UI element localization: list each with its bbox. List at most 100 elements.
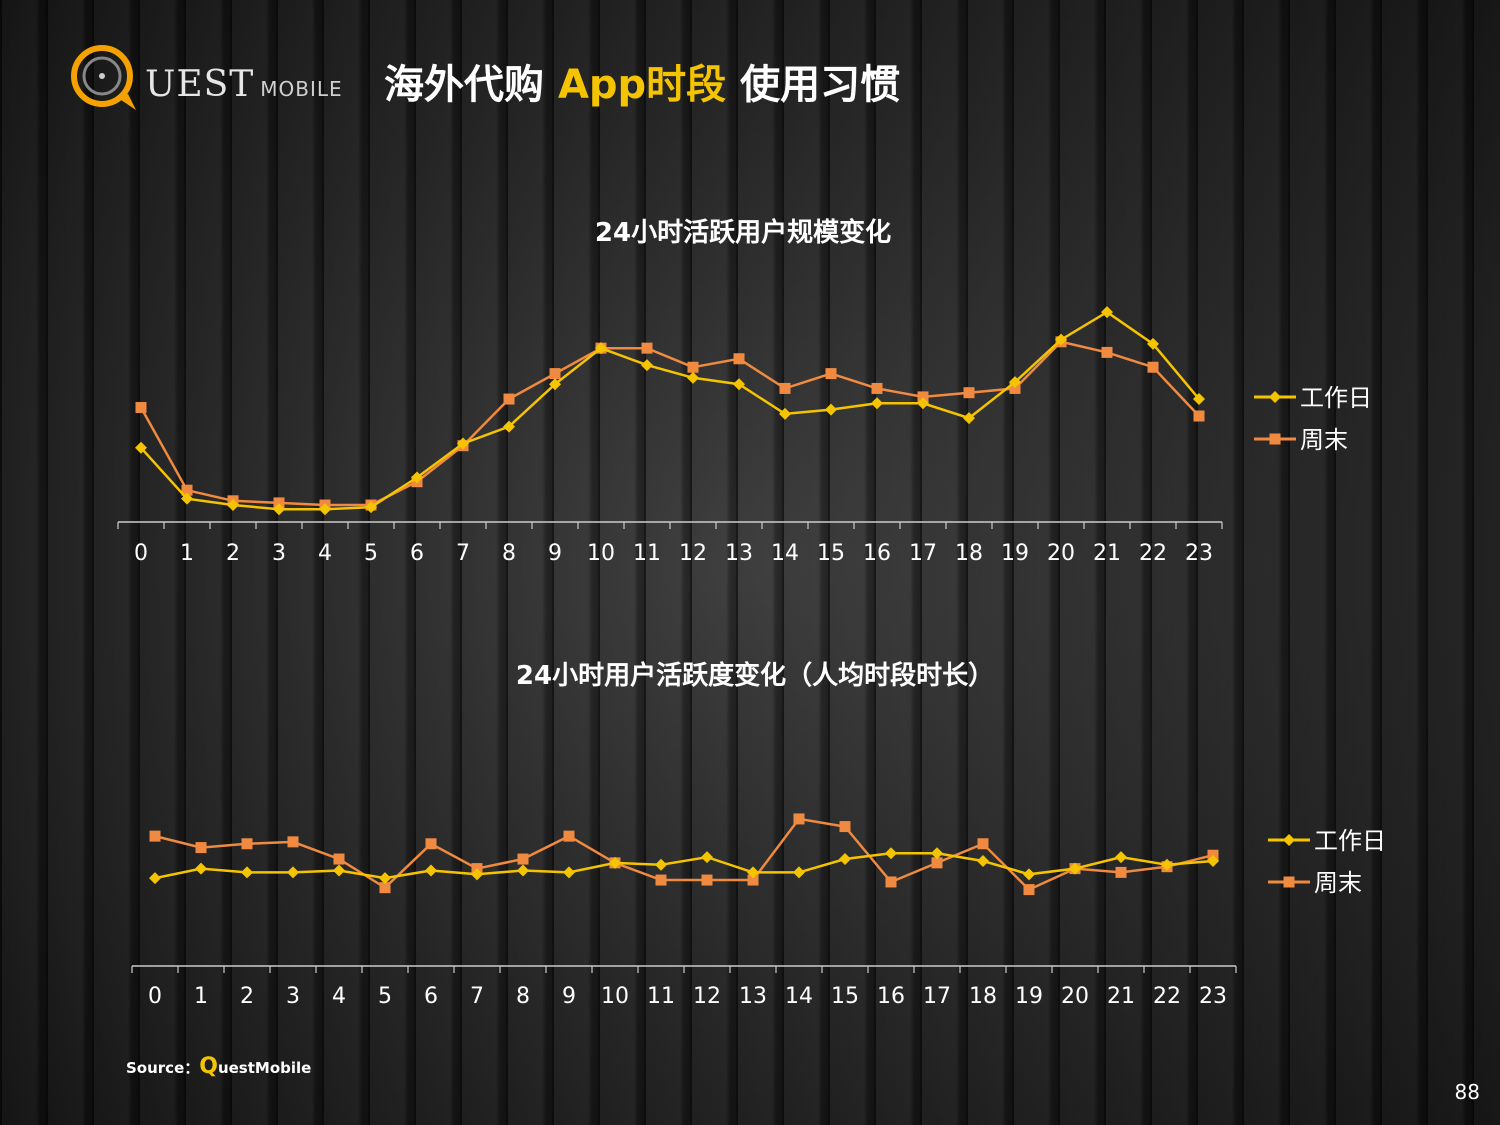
chart2-tick-label: 23 [1199,984,1227,1009]
chart1-legend-label: 工作日 [1300,384,1372,412]
chart2-legend-marker [1283,834,1295,846]
chart2-tick-label: 12 [693,984,721,1009]
chart2-workday-point [149,872,161,885]
chart1-weekend-point [135,402,147,414]
chart1-workday-point [457,437,469,450]
chart2-weekend-point [379,882,391,894]
chart2-tick-label: 18 [969,984,997,1009]
chart2-tick-label: 1 [194,984,208,1009]
chart2-workday-point [1207,854,1219,867]
chart1-weekend-point [641,342,653,354]
page-number: 88 [1454,1080,1480,1104]
chart1-workday-point [273,503,285,516]
chart2-title: 24小时用户活跃度变化（人均时段时长） [515,661,995,691]
chart2-tick-label: 15 [831,984,859,1009]
chart1-weekend-point [1101,346,1113,358]
chart2-weekend-point [885,876,897,888]
chart1-tick-label: 1 [180,541,194,566]
chart1-tick-label: 6 [410,541,424,566]
chart2-tick-label: 21 [1107,984,1135,1009]
chart2-weekend-point [517,853,529,865]
chart1-tick-label: 17 [909,541,937,566]
chart2-tick-label: 2 [240,984,254,1009]
chart2-tick-label: 10 [601,984,629,1009]
chart1-weekend-point [549,368,561,380]
chart2-weekend-point [931,857,943,869]
chart1-workday-point [595,342,607,355]
chart1-workday-point [687,371,699,384]
chart2-tick-label: 13 [739,984,767,1009]
chart1-tick-label: 11 [633,541,661,566]
chart1-weekend-point [1193,410,1205,422]
chart2-workday-point [793,866,805,879]
chart1-title: 24小时活跃用户规模变化 [594,218,892,248]
chart1-weekend-point [503,393,515,405]
questmobile-logo [71,45,136,110]
chart1-tick-label: 20 [1047,541,1075,566]
chart2-tick-label: 14 [785,984,813,1009]
chart1-weekend-point [825,368,837,380]
chart2-tick-label: 22 [1153,984,1181,1009]
chart2-weekend-point [1023,884,1035,896]
chart1-tick-label: 9 [548,541,562,566]
chart2-tick-label: 19 [1015,984,1043,1009]
chart2-workday-point [839,853,851,866]
chart1-workday-point [917,397,929,410]
chart2-weekend-point [333,853,345,865]
chart1-legend-label: 周末 [1300,426,1348,454]
chart2-weekend-point [425,838,437,850]
chart1-tick-label: 4 [318,541,332,566]
chart2-workday-point [655,858,667,871]
chart2-legend-marker [1283,876,1295,888]
chart2-workday-point [287,866,299,879]
chart1-tick-label: 18 [955,541,983,566]
chart2-weekend-point [563,830,575,842]
chart2-workday-point [379,872,391,885]
chart2-workday-point [977,854,989,867]
chart1-workday-point [135,441,147,454]
chart1-tick-label: 3 [272,541,286,566]
chart1-workday-point [181,492,193,505]
chart2-workday-point [563,866,575,879]
chart1-weekend-point [687,361,699,373]
chart2-tick-label: 3 [286,984,300,1009]
chart2-workday-point [609,856,621,869]
chart2-weekend-point [241,838,253,850]
chart2-weekend-point [747,874,759,886]
chart1-workday-point [871,397,883,410]
chart2-legend-label: 工作日 [1314,827,1386,855]
chart1-weekend-point [917,391,929,403]
chart2-tick-label: 20 [1061,984,1089,1009]
chart2-workday-point [471,868,483,881]
chart1-weekend-point [871,382,883,394]
chart1-workday-point [825,403,837,416]
chart2-weekend-point [149,830,161,842]
chart1-workday-point [1193,393,1205,406]
chart2-workday-point [333,864,345,877]
chart1-tick-label: 16 [863,541,891,566]
chart1-tick-label: 0 [134,541,148,566]
chart1-tick-label: 23 [1185,541,1213,566]
chart1-workday-point [227,499,239,512]
chart1-weekend-point [181,484,193,496]
chart1-workday-point [411,471,423,484]
chart1-legend-marker [1269,433,1281,445]
chart2-workday-point [1069,862,1081,875]
chart1-tick-label: 13 [725,541,753,566]
chart2-tick-label: 6 [424,984,438,1009]
chart1-tick-label: 7 [456,541,470,566]
chart2-workday-point [1115,851,1127,864]
chart2-tick-label: 8 [516,984,530,1009]
chart1-tick-label: 5 [364,541,378,566]
chart2-workday-point [747,866,759,879]
page-title: 海外代购 App时段 使用习惯 [384,52,900,110]
chart1-workday-point [1101,306,1113,319]
chart1-workday-point [549,378,561,391]
chart2-tick-label: 17 [923,984,951,1009]
chart2-workday-point [241,866,253,879]
chart2-series-weekend-line [154,817,1214,892]
chart1-tick-label: 19 [1001,541,1029,566]
chart2-workday-point [195,862,207,875]
title-part1: 海外代购 [384,62,544,108]
